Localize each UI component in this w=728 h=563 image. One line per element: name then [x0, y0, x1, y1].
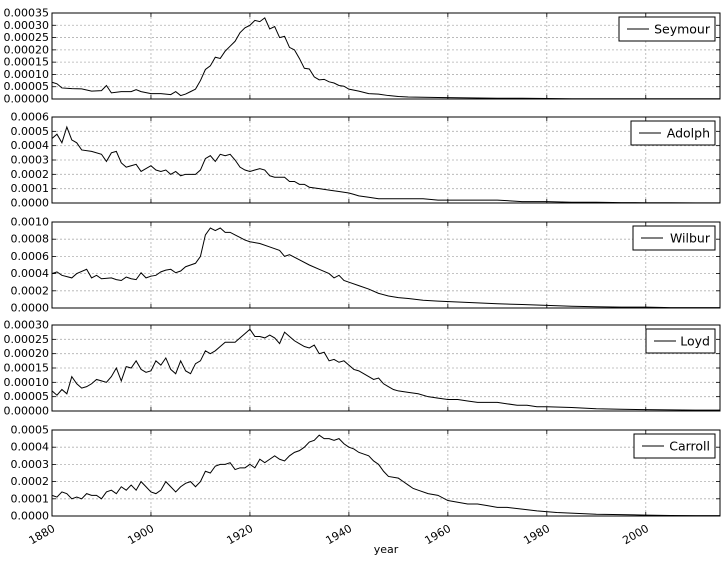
x-tick-label: 1960: [422, 522, 453, 547]
legend-label: Carroll: [669, 439, 710, 454]
x-axis-label: year: [373, 543, 399, 556]
panel-frame: [51, 221, 721, 309]
series-line-adolph: [51, 125, 720, 204]
y-tick-label: 0.0008: [11, 233, 50, 246]
y-tick-label: 0.0004: [11, 139, 50, 152]
series-line-loyd: [51, 328, 720, 411]
y-tick-label: 0.0004: [11, 441, 50, 454]
y-tick-label: 0.00025: [4, 333, 50, 346]
panel-frame: [51, 429, 721, 517]
y-tick-label: 0.0010: [11, 216, 50, 229]
y-tick-label: 0.00000: [4, 405, 50, 418]
y-tick-label: 0.00020: [4, 43, 50, 56]
y-tick-label: 0.00020: [4, 347, 50, 360]
legend-label: Seymour: [654, 22, 711, 37]
x-tick-label: 1880: [27, 522, 58, 547]
x-tick-label: 1940: [323, 522, 354, 547]
y-tick-label: 0.0002: [11, 284, 50, 297]
y-tick-label: 0.00000: [4, 93, 50, 106]
y-tick-label: 0.00005: [4, 80, 50, 93]
x-tick-label: 1920: [225, 522, 256, 547]
y-tick-label: 0.0006: [11, 250, 50, 263]
panel-frame: [51, 116, 721, 204]
y-tick-label: 0.0003: [11, 154, 50, 167]
y-tick-label: 0.00025: [4, 31, 50, 44]
y-tick-label: 0.0000: [11, 302, 50, 315]
y-tick-label: 0.0005: [11, 424, 50, 437]
y-tick-label: 0.0002: [11, 168, 50, 181]
x-tick-label: 1980: [521, 522, 552, 547]
panel-frame: [51, 12, 721, 100]
y-tick-label: 0.00030: [4, 319, 50, 332]
y-tick-label: 0.0001: [11, 182, 50, 195]
legend-label: Adolph: [667, 126, 710, 141]
y-tick-label: 0.00015: [4, 362, 50, 375]
y-tick-label: 0.0005: [11, 125, 50, 138]
y-tick-label: 0.00035: [4, 7, 50, 20]
y-tick-label: 0.0006: [11, 111, 50, 124]
legend-label: Loyd: [680, 334, 710, 349]
series-line-seymour: [51, 17, 720, 100]
y-tick-label: 0.0000: [11, 510, 50, 523]
y-tick-label: 0.0002: [11, 475, 50, 488]
x-tick-label: 1900: [126, 522, 157, 547]
x-tick-label: 2000: [620, 522, 651, 547]
y-tick-label: 0.00005: [4, 390, 50, 403]
y-tick-label: 0.00010: [4, 68, 50, 81]
y-tick-label: 0.0001: [11, 492, 50, 505]
y-tick-label: 0.0003: [11, 458, 50, 471]
y-tick-label: 0.00015: [4, 56, 50, 69]
panel-frame: [51, 324, 721, 412]
series-line-wilbur: [51, 227, 721, 309]
series-line-carroll: [51, 434, 720, 517]
legend-label: Wilbur: [670, 231, 711, 246]
y-tick-label: 0.00010: [4, 376, 50, 389]
y-tick-label: 0.0000: [11, 197, 50, 210]
y-tick-label: 0.00030: [4, 19, 50, 32]
y-tick-label: 0.0004: [11, 267, 50, 280]
